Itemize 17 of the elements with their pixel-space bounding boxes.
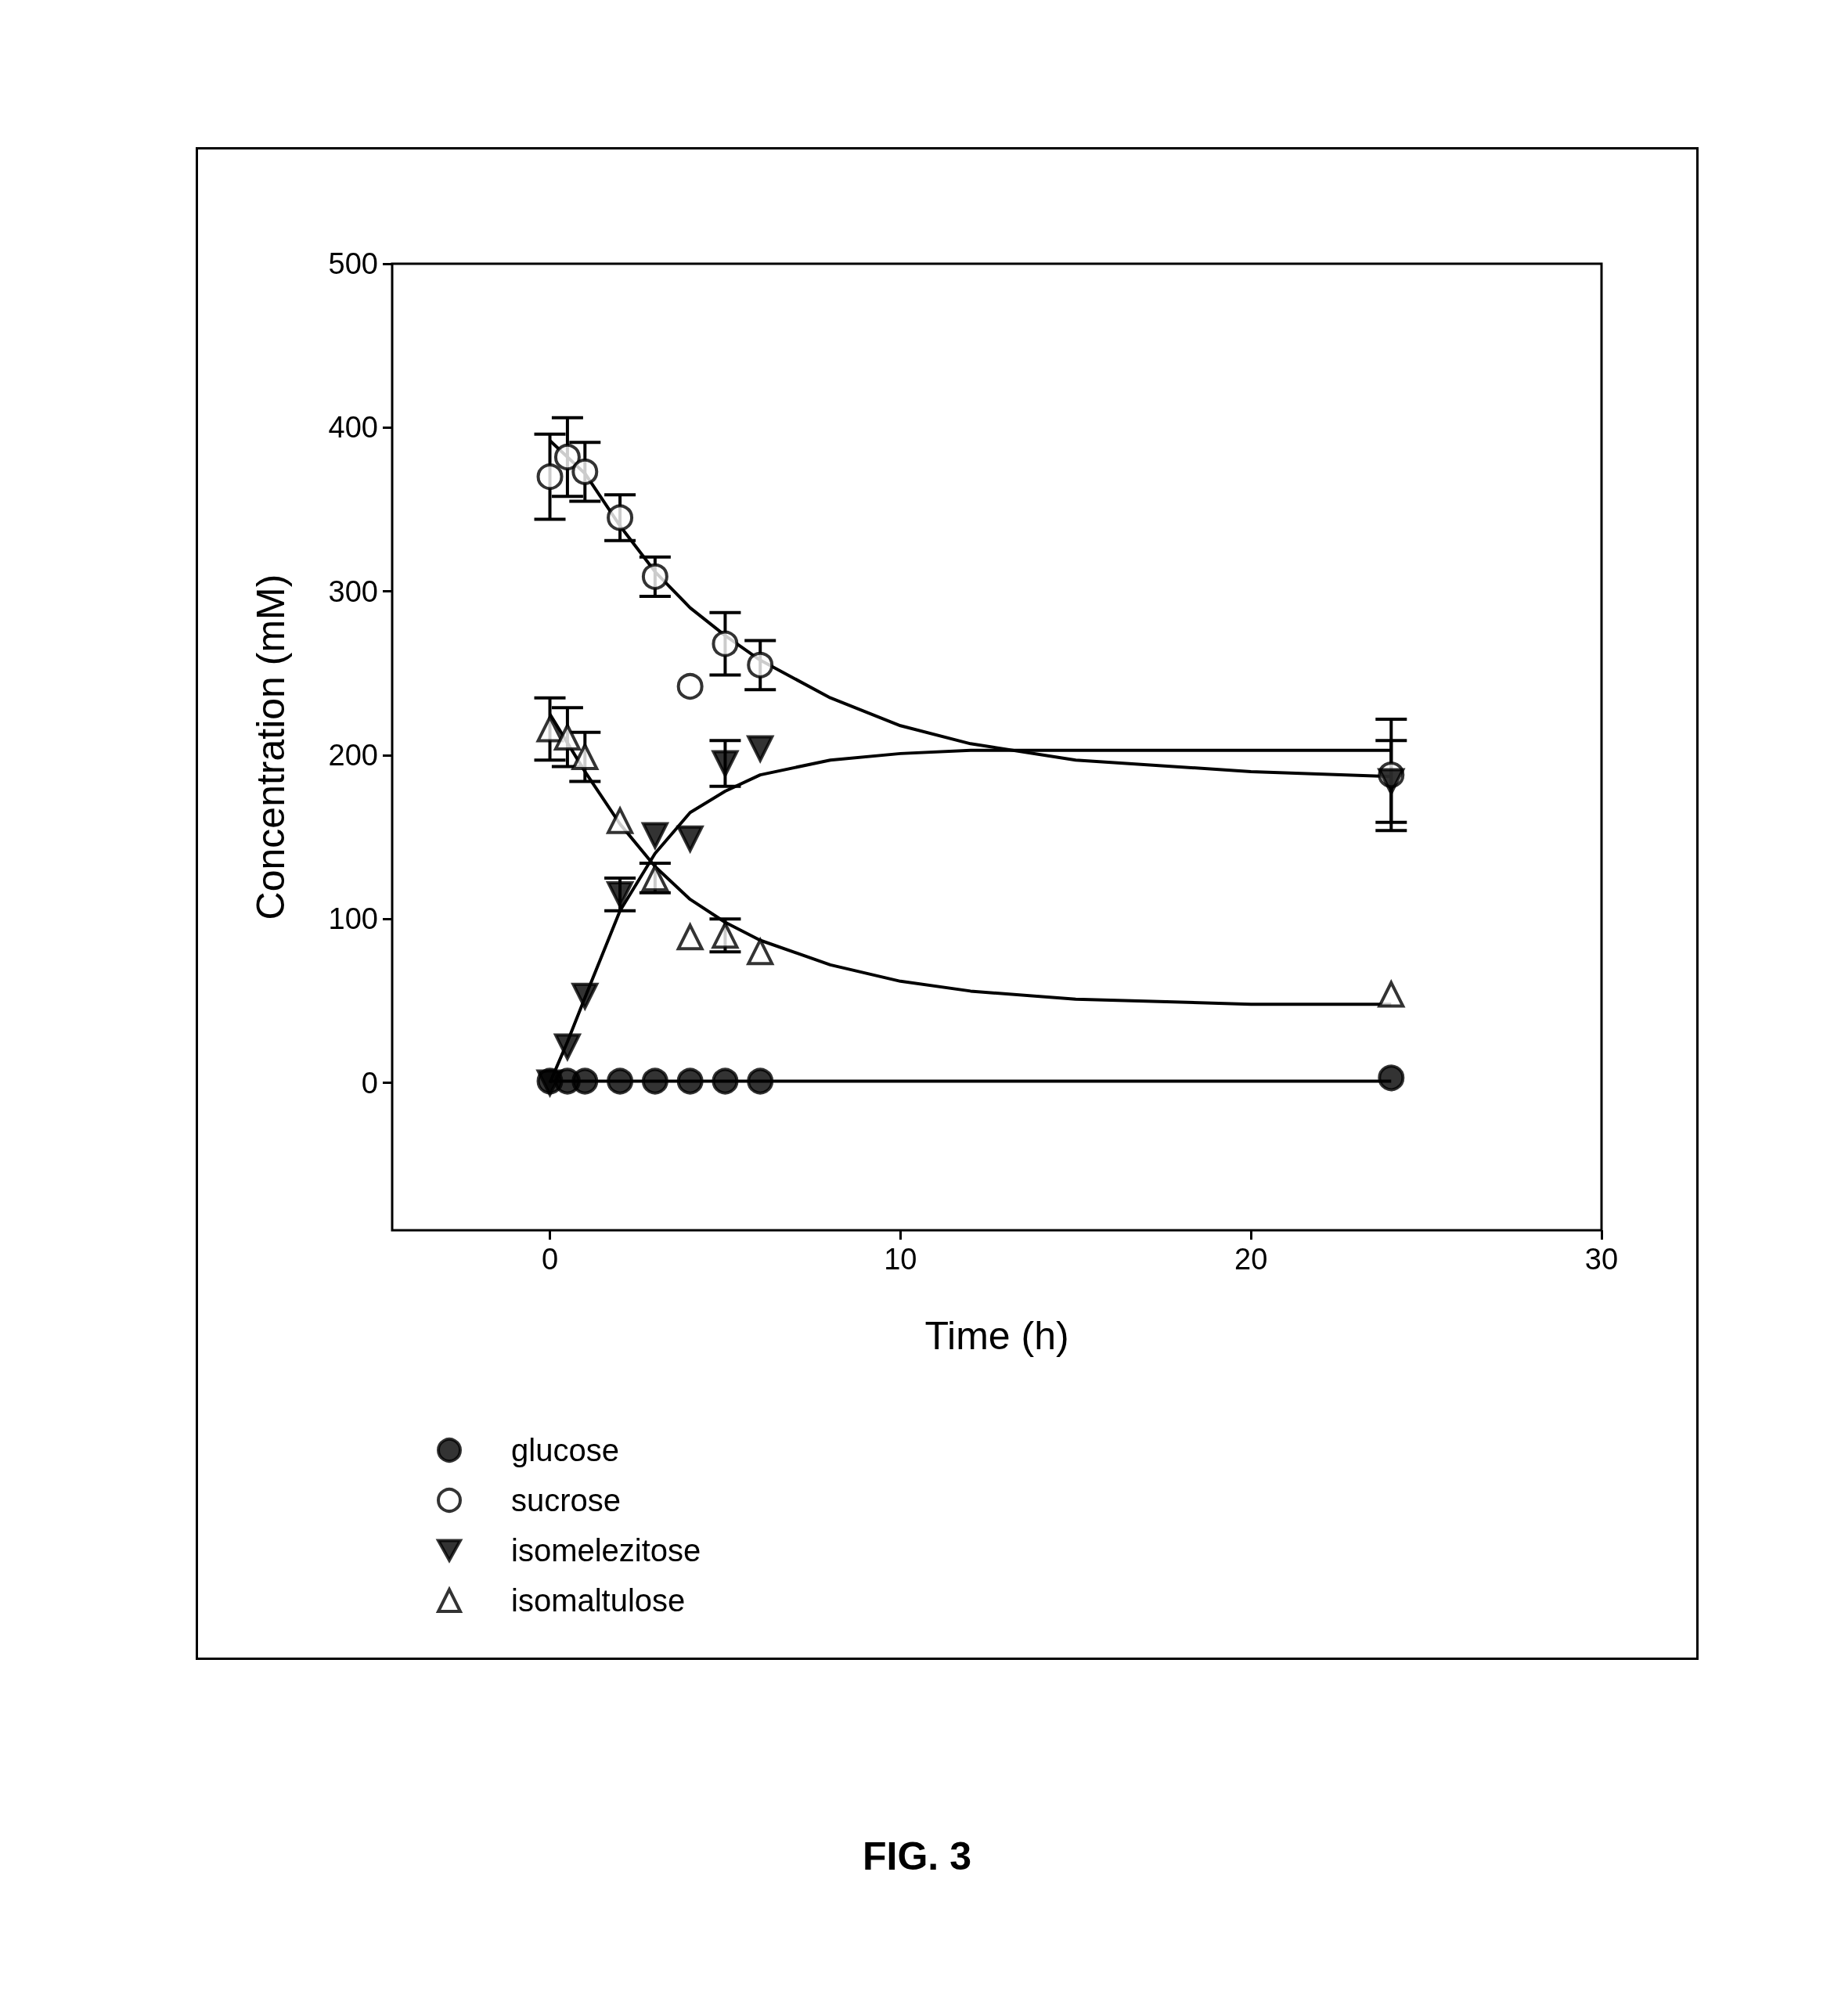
legend-label: glucose bbox=[511, 1433, 619, 1467]
y-tick-label: 400 bbox=[328, 411, 378, 445]
legend-label: isomaltulose bbox=[511, 1583, 686, 1618]
y-tick-label: 0 bbox=[361, 1066, 378, 1100]
x-tick-label: 0 bbox=[541, 1243, 559, 1276]
y-tick-label: 300 bbox=[328, 574, 378, 608]
x-tick-label: 30 bbox=[1584, 1243, 1619, 1276]
x-tick-label: 10 bbox=[884, 1243, 917, 1276]
y-tick-label: 100 bbox=[328, 902, 378, 936]
legend-label: sucrose bbox=[511, 1483, 622, 1517]
y-tick-label: 500 bbox=[328, 247, 378, 280]
x-tick-label: 20 bbox=[1234, 1243, 1268, 1276]
y-tick-label: 200 bbox=[328, 738, 378, 772]
y-axis-title: Concentration (mM) bbox=[249, 574, 293, 920]
x-axis-title: Time (h) bbox=[924, 1314, 1069, 1358]
legend-label: isomelezitose bbox=[511, 1533, 701, 1568]
caption: FIG. 3 bbox=[862, 1834, 972, 1879]
